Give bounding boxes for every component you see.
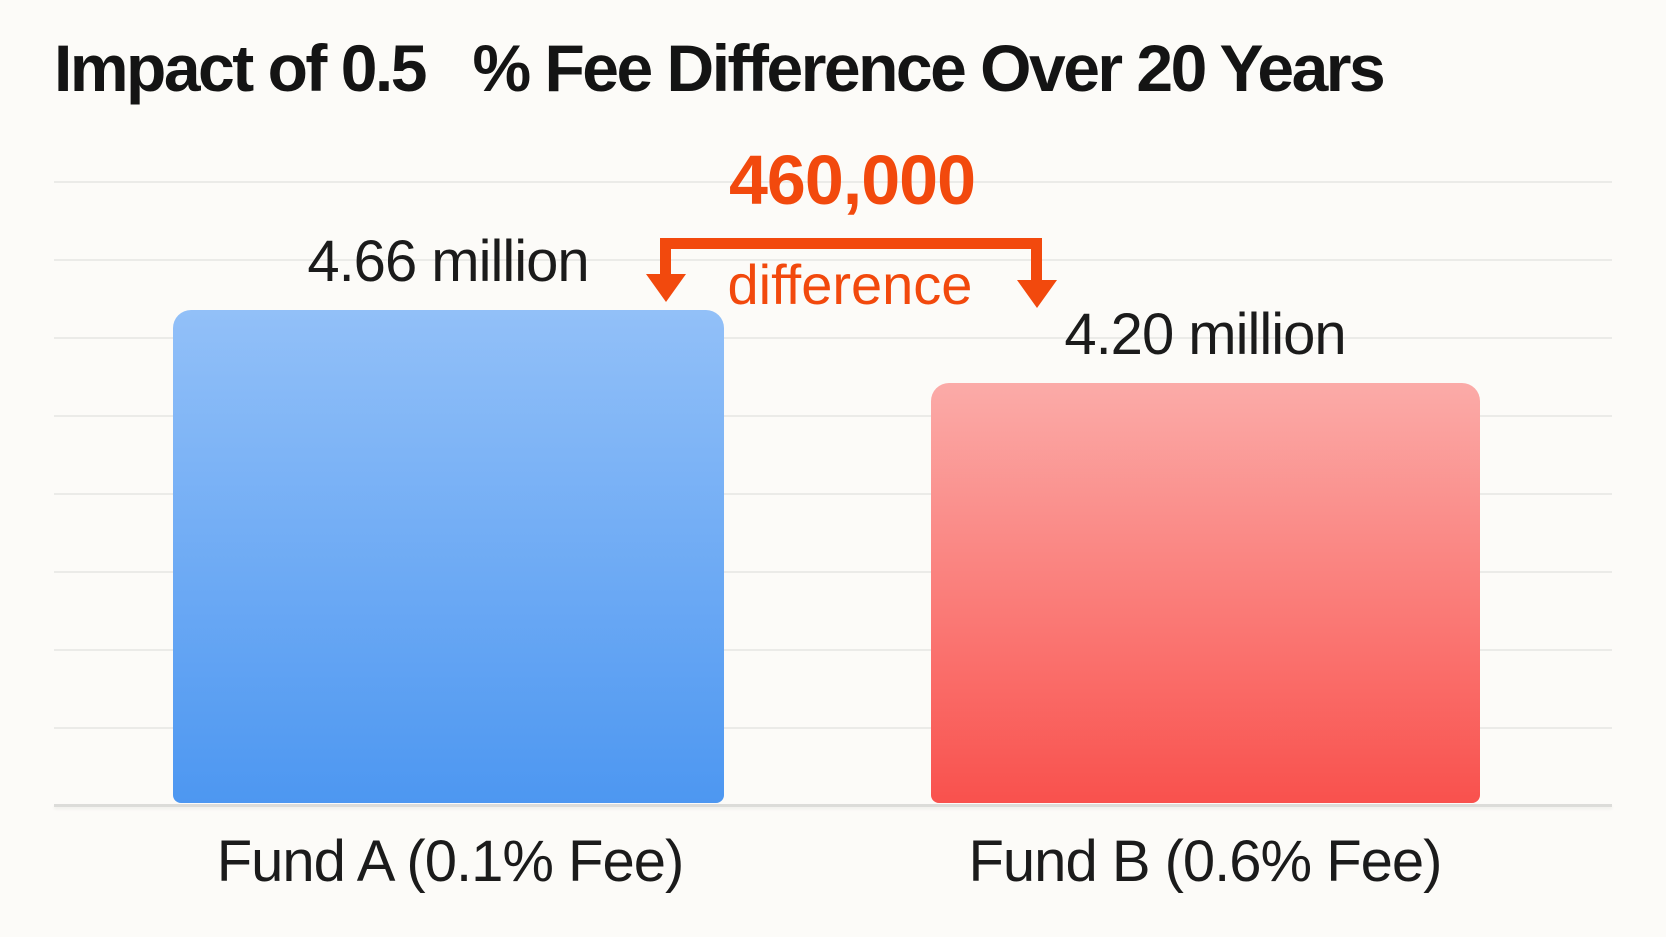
difference-bracket-left-stem (660, 238, 671, 278)
gridline (54, 727, 1612, 729)
x-axis-line (54, 804, 1612, 807)
gridline (54, 649, 1612, 651)
value-label-fund-b: 4.20 million (1064, 302, 1346, 367)
down-arrow-left-icon (646, 274, 686, 302)
difference-label: difference (727, 253, 973, 316)
category-label-fund-a: Fund A (0.1% Fee) (216, 829, 685, 894)
gridline (54, 493, 1612, 495)
gridline (54, 337, 1612, 339)
gridline (54, 415, 1612, 417)
difference-bracket-right-stem (1031, 238, 1042, 284)
category-label-fund-b: Fund B (0.6% Fee) (968, 829, 1443, 894)
gridline (54, 181, 1612, 183)
chart-title: Impact of 0.5 % Fee Difference Over 20 Y… (54, 31, 1386, 105)
difference-bracket-bar (660, 238, 1042, 249)
difference-value: 460,000 (728, 141, 976, 219)
value-label-fund-a: 4.66 million (307, 229, 589, 294)
down-arrow-right-icon (1017, 280, 1057, 308)
bar-fund-a (173, 310, 724, 803)
bar-fund-b (931, 383, 1480, 803)
gridline (54, 259, 1612, 261)
gridline (54, 571, 1612, 573)
